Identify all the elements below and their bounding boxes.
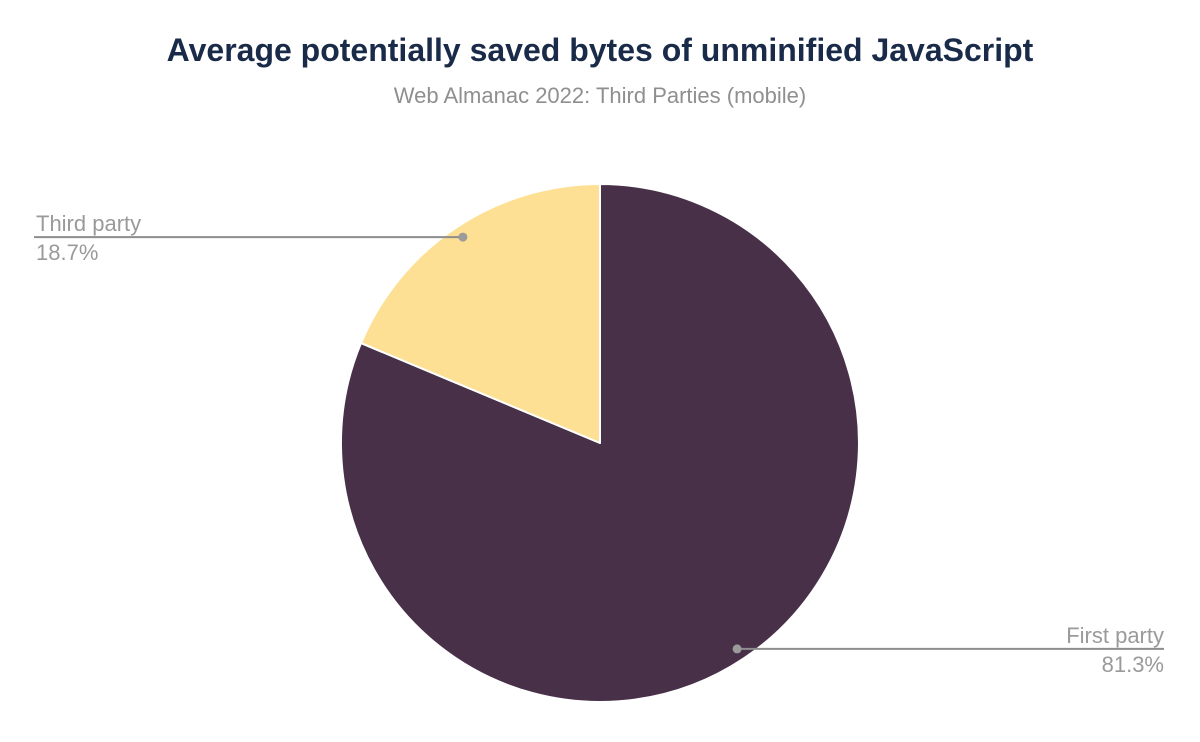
slice-label-first-party: First party	[1066, 623, 1164, 648]
leader-dot-first-party	[732, 644, 742, 654]
pie-slice-third-party[interactable]	[360, 183, 601, 444]
slice-value-first-party: 81.3%	[1102, 652, 1164, 677]
slice-label-third-party: Third party	[36, 211, 141, 236]
leader-dot-third-party	[458, 232, 468, 242]
slice-value-third-party: 18.7%	[36, 240, 98, 265]
pie-slices	[339, 183, 860, 703]
leader-lines	[34, 232, 1164, 654]
slice-labels: First party 81.3% Third party 18.7%	[36, 211, 1164, 677]
